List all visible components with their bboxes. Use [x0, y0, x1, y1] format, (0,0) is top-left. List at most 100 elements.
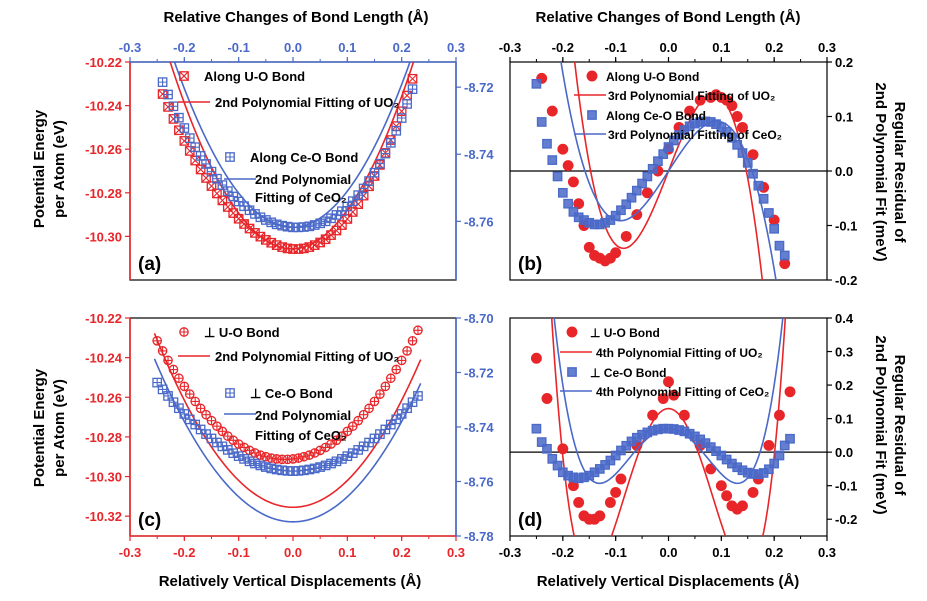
legend-text: ⊥ U-O Bond: [590, 326, 660, 340]
data-point-marker-plus: [174, 113, 184, 122]
data-point-marker-plus: [386, 138, 395, 148]
data-point-marker: [721, 490, 733, 502]
y-right-tick-label: -0.1: [835, 219, 857, 234]
data-point-marker-plus: [267, 453, 276, 463]
data-point-marker-plus: [218, 180, 227, 190]
panel-d: -0.3 -0.2 -0.1 0.0 0.1 0.2 0.3 0.4 0.3 0.2 0.1 0.0 -…: [499, 311, 858, 560]
data-point-marker: [694, 94, 706, 106]
data-point-marker-plus: [212, 174, 222, 183]
data-point-marker: [785, 433, 795, 444]
data-point-marker-plus: [207, 416, 216, 425]
data-point-marker: [195, 164, 206, 175]
data-point-marker: [228, 208, 239, 218]
y-right-tick-label: -8.78: [464, 529, 494, 544]
y-right-tick-label: 0.2: [835, 378, 853, 393]
y-right-tick-label: -8.76: [464, 214, 494, 229]
data-point-marker-plus: [348, 422, 357, 431]
data-point-marker: [774, 409, 785, 421]
data-point-marker: [715, 480, 727, 492]
x-tick-label: -0.1: [227, 40, 249, 55]
fit-line: [169, 62, 415, 250]
x-tick-label: 0.2: [393, 545, 411, 560]
data-point-marker: [747, 486, 759, 498]
data-point-marker-plus: [370, 397, 379, 406]
data-point-marker-plus: [402, 99, 412, 109]
data-point-marker: [626, 192, 637, 203]
data-point-marker-plus: [288, 454, 298, 464]
data-point-marker-plus: [315, 462, 325, 472]
y-right-tick-label: 0.1: [835, 412, 853, 427]
y-right-tick-label: -8.72: [464, 80, 494, 95]
data-point-marker-plus: [343, 427, 352, 436]
data-point-marker-plus: [397, 356, 406, 365]
y-right-tick-label: 0.2: [835, 55, 853, 70]
data-point-marker: [647, 409, 659, 421]
data-point-marker: [563, 198, 573, 209]
data-point-marker-plus: [201, 410, 211, 419]
data-point-marker-plus: [256, 461, 265, 470]
data-point-marker: [604, 497, 616, 508]
y-right-tick-label: -8.74: [464, 147, 494, 162]
data-point-marker-plus: [354, 445, 363, 455]
data-point-marker-plus: [256, 450, 265, 460]
data-point-marker-plus: [250, 448, 260, 458]
data-point-marker: [206, 181, 217, 191]
legend-text: ⊥ Ce-O Bond: [250, 386, 333, 401]
data-point-marker: [769, 223, 780, 234]
panel-label: (a): [138, 254, 161, 275]
data-point-marker: [542, 443, 552, 454]
data-point-marker: [566, 326, 578, 338]
legend-text: 2nd Polynomial: [255, 172, 351, 187]
data-point-marker-plus: [196, 404, 205, 413]
plot-area: [531, 62, 791, 280]
x-tick-label: 0.3: [447, 40, 465, 55]
data-point-marker: [657, 393, 669, 404]
data-point-marker-plus: [370, 168, 379, 177]
data-point-marker-plus: [180, 409, 189, 419]
x-tick-label: 0.1: [338, 40, 356, 55]
data-point-marker: [721, 126, 732, 137]
data-point-marker-plus: [234, 451, 243, 461]
data-point-marker: [605, 455, 616, 466]
data-point-marker-plus: [223, 186, 232, 196]
x-tick-label: 0.0: [284, 40, 302, 55]
data-point-marker-plus: [321, 461, 330, 470]
x-tick-label: -0.1: [604, 40, 626, 55]
y-right-tick-label: -0.1: [835, 479, 857, 494]
data-point-marker: [594, 510, 606, 522]
legend-text: 2nd Polynomial: [255, 408, 351, 423]
x-tick-label: 0.2: [765, 545, 783, 560]
x-tick-label: -0.3: [119, 40, 141, 55]
data-point-marker: [347, 207, 358, 217]
data-point-marker: [764, 208, 774, 218]
data-point-marker-plus: [381, 149, 390, 158]
data-point-marker-plus: [354, 416, 363, 425]
data-point-marker: [784, 386, 796, 398]
data-point-marker: [658, 149, 669, 159]
x-tick-label: -0.2: [552, 40, 574, 55]
data-point-marker: [737, 500, 748, 512]
data-point-marker: [674, 130, 684, 140]
right-axis-label-bottom-2: 2nd Polynomial Fit (meV): [872, 335, 889, 514]
data-point-marker-plus: [375, 159, 385, 168]
data-point-marker: [621, 199, 632, 210]
right-axis-label-top-2: 2nd Polynomial Fit (meV): [872, 82, 889, 261]
data-point-marker: [764, 464, 774, 475]
data-point-marker: [631, 209, 643, 221]
data-point-marker: [331, 225, 342, 236]
data-point-marker-plus: [326, 459, 336, 468]
data-point-marker: [647, 163, 658, 174]
legend-text: 4th Polynomial Fitting of UO₂: [596, 346, 763, 360]
y-right-tick-label: -8.74: [464, 420, 494, 435]
panel-c: -0.3 -0.2 -0.1 0.0 0.1 0.2 0.3 -10.22 -10.24 -10.…: [85, 311, 494, 560]
data-point-marker: [168, 114, 179, 124]
data-point-marker: [179, 71, 189, 81]
data-point-marker: [542, 138, 552, 149]
data-point-marker-plus: [381, 382, 390, 391]
legend-text: 2nd Polynomial Fitting of UO₂: [215, 95, 399, 110]
data-point-marker-plus: [225, 152, 235, 162]
y-right-tick-label: 0.0: [835, 164, 853, 179]
data-point-marker-cross: [196, 164, 206, 175]
right-axis-label-bottom-1: Regular Residual of: [891, 355, 908, 497]
